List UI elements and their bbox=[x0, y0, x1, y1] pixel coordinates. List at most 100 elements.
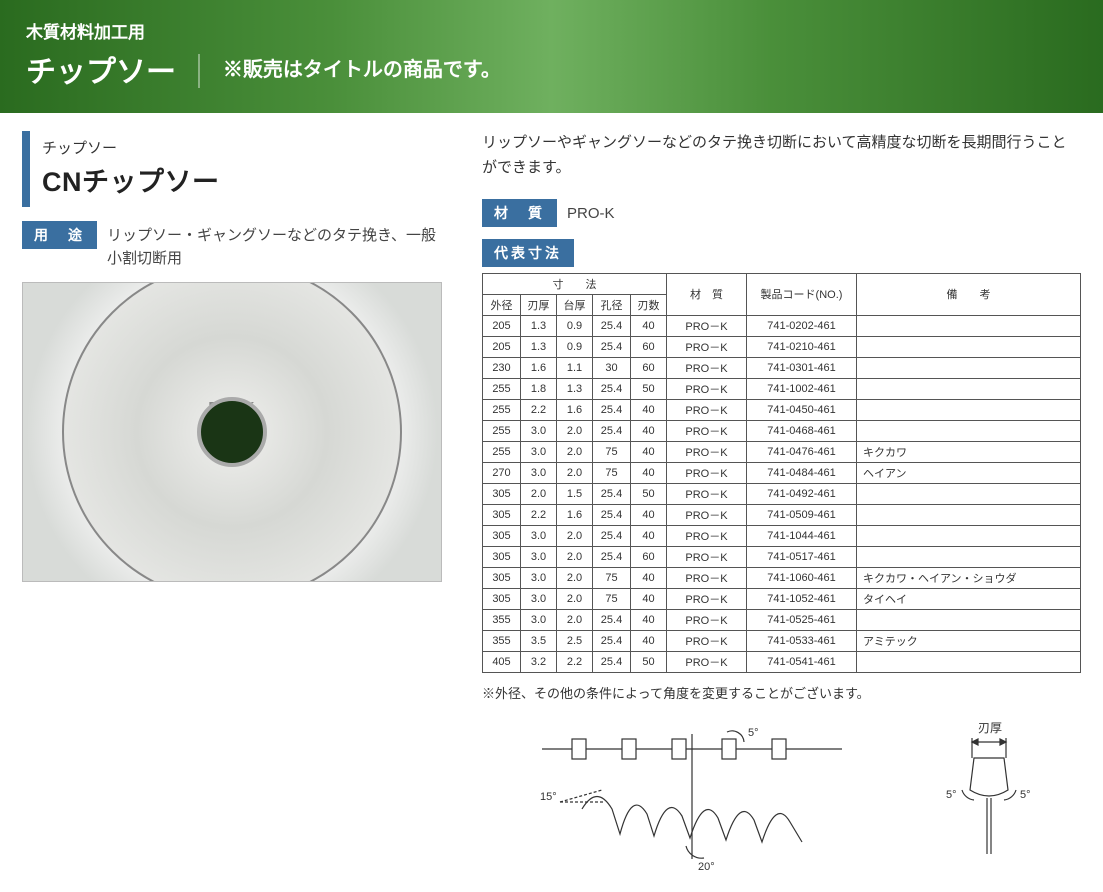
table-cell bbox=[857, 504, 1081, 525]
table-cell: PRO－K bbox=[667, 483, 747, 504]
table-cell: 741-0468-461 bbox=[747, 420, 857, 441]
table-cell: タイヘイ bbox=[857, 588, 1081, 609]
table-cell: キクカワ bbox=[857, 441, 1081, 462]
table-cell: 741-0517-461 bbox=[747, 546, 857, 567]
table-cell: 305 bbox=[483, 525, 521, 546]
table-cell: PRO－K bbox=[667, 441, 747, 462]
table-cell: 741-1002-461 bbox=[747, 378, 857, 399]
table-cell: アミテック bbox=[857, 630, 1081, 651]
table-cell: PRO－K bbox=[667, 357, 747, 378]
table-cell: 1.6 bbox=[557, 504, 593, 525]
header-divider bbox=[198, 54, 200, 88]
kerf-diagram: 刃厚 5° 5° bbox=[932, 714, 1052, 874]
content: チップソー CNチップソー 用 途 リップソー・ギャングソーなどのタテ挽き、一般… bbox=[0, 113, 1103, 892]
table-cell: 60 bbox=[631, 546, 667, 567]
table-cell: PRO－K bbox=[667, 588, 747, 609]
table-cell: 1.8 bbox=[521, 378, 557, 399]
table-cell: 3.2 bbox=[521, 651, 557, 672]
table-cell: 0.9 bbox=[557, 336, 593, 357]
table-row: 3052.21.625.440PRO－K741-0509-461 bbox=[483, 504, 1081, 525]
table-cell: 25.4 bbox=[593, 546, 631, 567]
diagram-area: 5° 15° 20° 刃厚 bbox=[482, 714, 1081, 874]
table-row: 3553.52.525.440PRO－K741-0533-461アミテック bbox=[483, 630, 1081, 651]
spec-table-head: 寸 法 材 質 製品コード(NO.) 備 考 外径 刃厚 台厚 孔径 刃数 bbox=[483, 273, 1081, 315]
table-cell: 355 bbox=[483, 609, 521, 630]
table-cell: 2.0 bbox=[557, 567, 593, 588]
header-banner: 木質材料加工用 チップソー ※販売はタイトルの商品です。 bbox=[0, 0, 1103, 113]
table-cell: 25.4 bbox=[593, 504, 631, 525]
table-cell: PRO－K bbox=[667, 462, 747, 483]
table-cell: 3.0 bbox=[521, 567, 557, 588]
table-cell: 305 bbox=[483, 504, 521, 525]
table-cell: 3.0 bbox=[521, 546, 557, 567]
table-cell bbox=[857, 525, 1081, 546]
table-cell: 2.0 bbox=[557, 462, 593, 483]
spec-col-bt: 刃厚 bbox=[521, 294, 557, 315]
left-column: チップソー CNチップソー 用 途 リップソー・ギャングソーなどのタテ挽き、一般… bbox=[22, 131, 442, 874]
table-cell: PRO－K bbox=[667, 546, 747, 567]
table-cell: 40 bbox=[631, 525, 667, 546]
product-category: チップソー bbox=[42, 137, 442, 158]
table-cell: 75 bbox=[593, 462, 631, 483]
product-title-block: チップソー CNチップソー bbox=[22, 131, 442, 207]
table-cell: 3.5 bbox=[521, 630, 557, 651]
table-row: 2703.02.07540PRO－K741-0484-461ヘイアン bbox=[483, 462, 1081, 483]
table-row: 3553.02.025.440PRO－K741-0525-461 bbox=[483, 609, 1081, 630]
angle-side: 15° bbox=[540, 791, 557, 803]
table-cell: 741-0210-461 bbox=[747, 336, 857, 357]
table-cell: 355 bbox=[483, 630, 521, 651]
table-cell: 60 bbox=[631, 357, 667, 378]
table-cell: 1.3 bbox=[521, 315, 557, 336]
table-row: 3053.02.025.440PRO－K741-1044-461 bbox=[483, 525, 1081, 546]
table-cell: 2.0 bbox=[557, 609, 593, 630]
table-cell: 305 bbox=[483, 483, 521, 504]
table-cell: 205 bbox=[483, 336, 521, 357]
table-cell: 2.0 bbox=[557, 546, 593, 567]
table-cell: 2.0 bbox=[557, 588, 593, 609]
table-cell: 25.4 bbox=[593, 420, 631, 441]
table-cell: 40 bbox=[631, 315, 667, 336]
table-cell: 741-0476-461 bbox=[747, 441, 857, 462]
table-cell: 2.0 bbox=[557, 525, 593, 546]
table-cell: 3.0 bbox=[521, 462, 557, 483]
spec-group-header: 寸 法 bbox=[483, 273, 667, 294]
table-cell: 741-0450-461 bbox=[747, 399, 857, 420]
table-cell: 2.2 bbox=[557, 651, 593, 672]
table-cell: PRO－K bbox=[667, 651, 747, 672]
spec-col-tc: 刃数 bbox=[631, 294, 667, 315]
table-note: ※外径、その他の条件によって角度を変更することがございます。 bbox=[482, 683, 1081, 702]
table-cell: 40 bbox=[631, 462, 667, 483]
saw-blade-image: PRO-K bbox=[22, 282, 442, 582]
table-cell bbox=[857, 420, 1081, 441]
table-row: 2552.21.625.440PRO－K741-0450-461 bbox=[483, 399, 1081, 420]
table-cell: 741-0533-461 bbox=[747, 630, 857, 651]
spec-col-pt: 台厚 bbox=[557, 294, 593, 315]
table-cell: 741-1060-461 bbox=[747, 567, 857, 588]
table-cell: 40 bbox=[631, 609, 667, 630]
table-cell: 40 bbox=[631, 567, 667, 588]
table-cell: 270 bbox=[483, 462, 521, 483]
table-cell: 3.0 bbox=[521, 441, 557, 462]
table-cell: 741-0525-461 bbox=[747, 609, 857, 630]
table-row: 2051.30.925.440PRO－K741-0202-461 bbox=[483, 315, 1081, 336]
table-cell: PRO－K bbox=[667, 525, 747, 546]
table-cell: 25.4 bbox=[593, 399, 631, 420]
table-cell: 75 bbox=[593, 567, 631, 588]
table-cell: 40 bbox=[631, 441, 667, 462]
table-row: 3053.02.025.460PRO－K741-0517-461 bbox=[483, 546, 1081, 567]
table-cell: 2.5 bbox=[557, 630, 593, 651]
spec-col-code: 製品コード(NO.) bbox=[747, 273, 857, 315]
table-cell: 741-0541-461 bbox=[747, 651, 857, 672]
table-cell: キクカワ・ヘイアン・ショウダ bbox=[857, 567, 1081, 588]
table-row: 3053.02.07540PRO－K741-1052-461タイヘイ bbox=[483, 588, 1081, 609]
spec-table-body: 2051.30.925.440PRO－K741-0202-4612051.30.… bbox=[483, 315, 1081, 672]
table-cell: 40 bbox=[631, 588, 667, 609]
table-row: 2553.02.025.440PRO－K741-0468-461 bbox=[483, 420, 1081, 441]
right-column: リップソーやギャングソーなどのタテ挽き切断において高精度な切断を長期間行うことが… bbox=[482, 131, 1081, 874]
header-note: ※販売はタイトルの商品です。 bbox=[223, 53, 501, 82]
table-cell: 741-1044-461 bbox=[747, 525, 857, 546]
table-cell: 255 bbox=[483, 399, 521, 420]
table-cell: 305 bbox=[483, 567, 521, 588]
table-cell: 1.6 bbox=[521, 357, 557, 378]
table-cell: 25.4 bbox=[593, 651, 631, 672]
